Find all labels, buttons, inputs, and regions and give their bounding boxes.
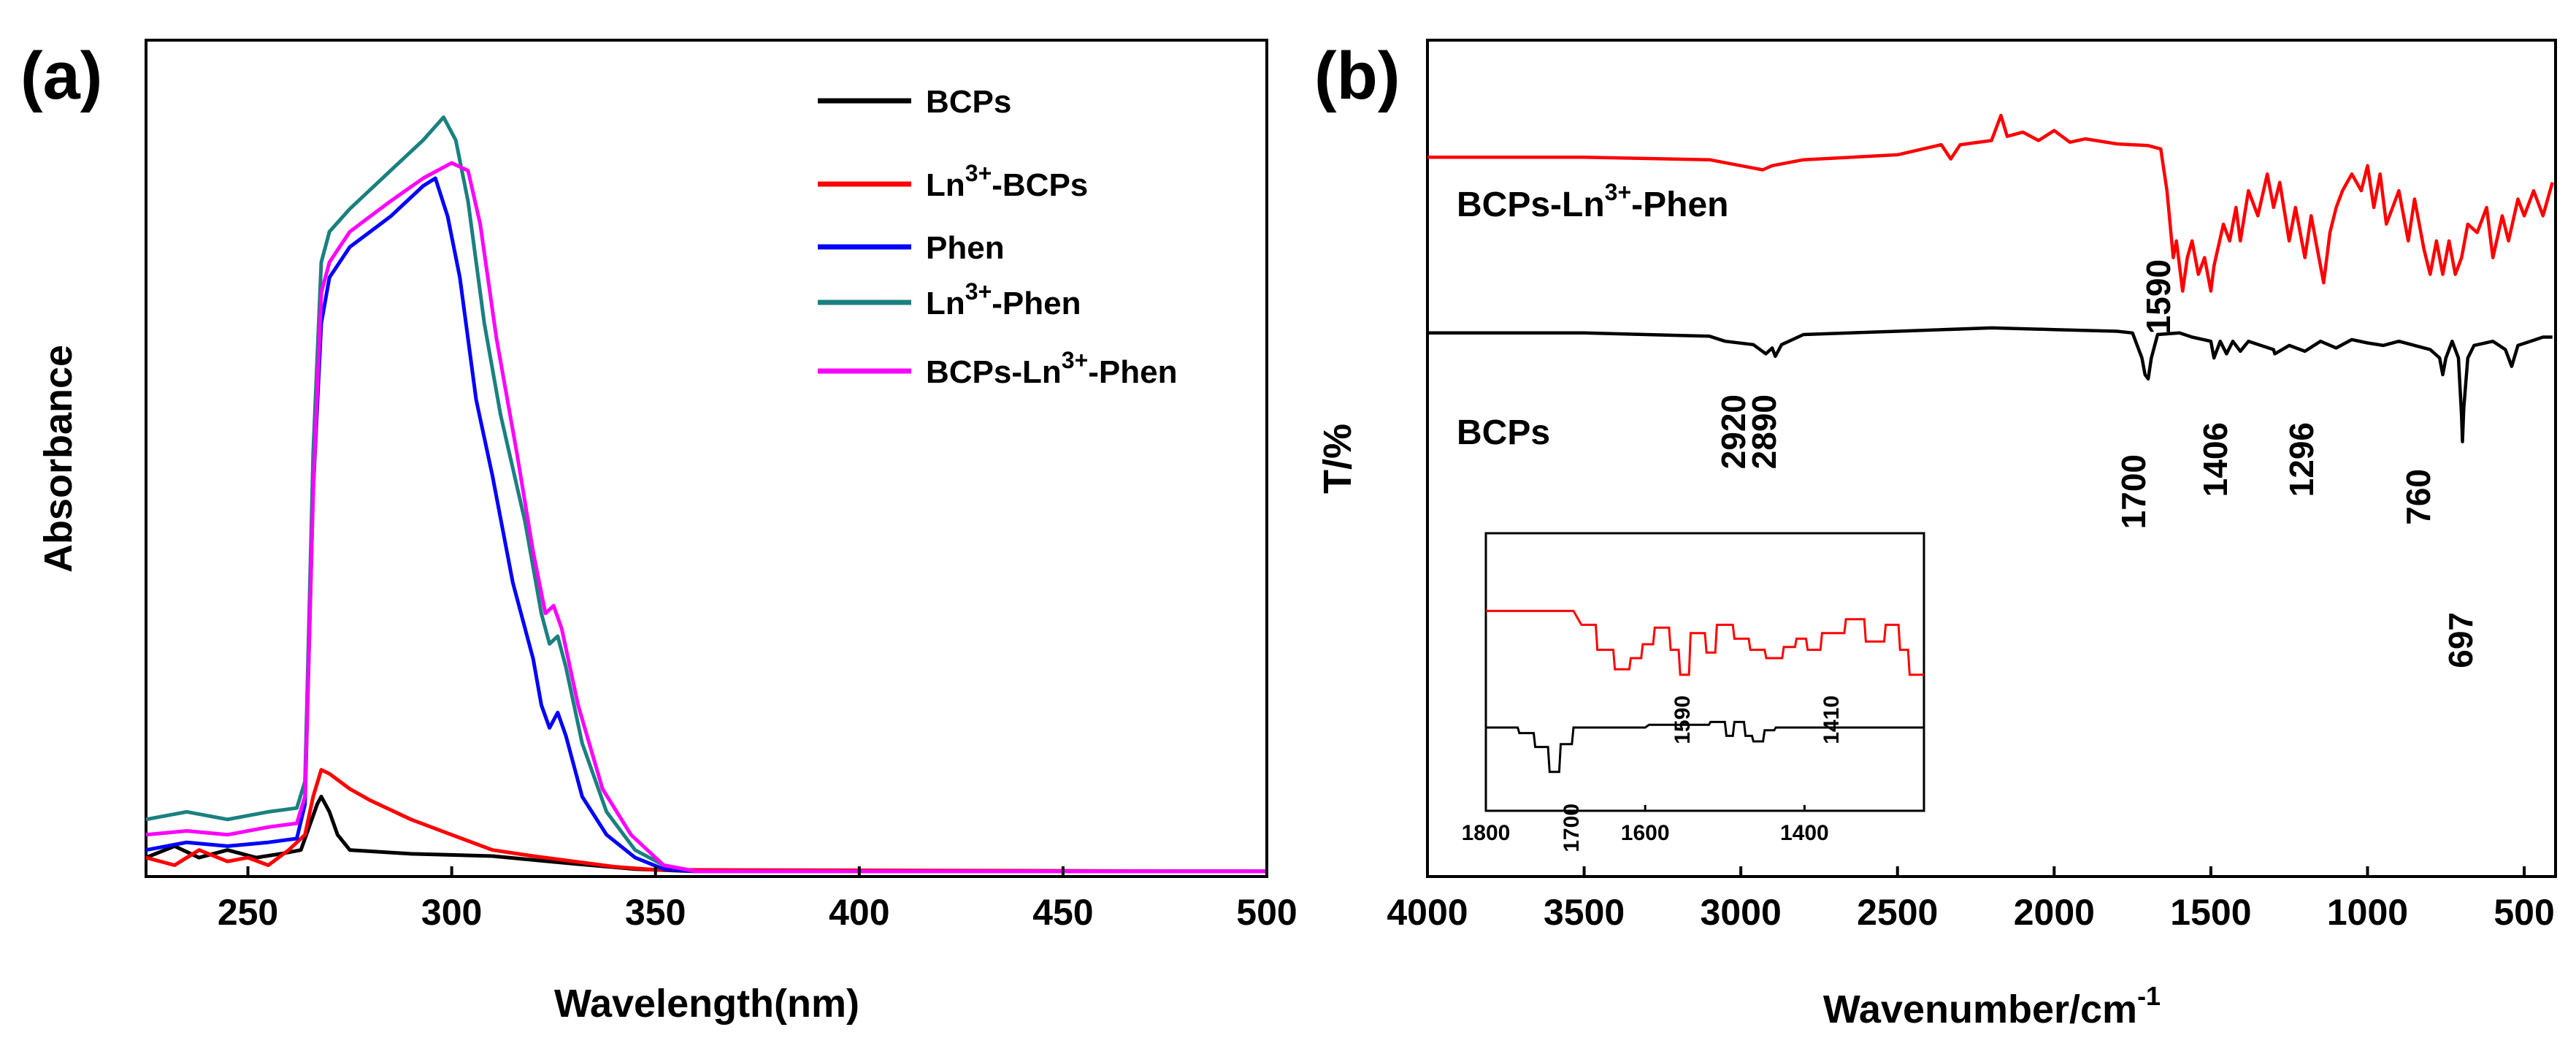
legend-label-bcps-ln-phen: BCPs-Ln3+-Phen	[926, 347, 1178, 390]
legend-item-phen: Phen	[818, 230, 1005, 266]
panel-b: (b) 4000 3500 3000 2500 2000 1500 1000 500 Wave…	[1314, 39, 2557, 1031]
inset-x-tick-label-1400: 1400	[1780, 821, 1829, 845]
inset-line-bcps-ln3-phen	[1486, 609, 1924, 676]
curve-label-bcps: BCPs	[1457, 413, 1550, 452]
b-x-tick-label-1500: 1500	[2170, 892, 2251, 933]
inset-x-tick-label-1800: 1800	[1462, 821, 1511, 845]
panel-b-frame	[1426, 39, 2557, 878]
panel-b-y-axis-title: T/%	[1316, 424, 1360, 494]
inset-frame	[1484, 532, 1925, 812]
peak-label-2920: 2920	[1714, 394, 1752, 469]
peak-label-760: 760	[2399, 469, 2437, 525]
panel-a-frame	[145, 39, 1268, 878]
panel-a-x-ticks: 250 300 350 400 450 500	[218, 866, 1297, 933]
legend-item-bcps-ln-phen: BCPs-Ln3+-Phen	[818, 347, 1178, 390]
b-x-tick-label-4000: 4000	[1387, 892, 1468, 933]
peak-label-1700: 1700	[2115, 454, 2153, 529]
legend-item-ln-bcps: Ln3+-BCPs	[818, 160, 1088, 203]
inset-peak-label-1700: 1700	[1560, 803, 1584, 852]
series-line-phen	[145, 176, 1267, 874]
panel-b-label: (b)	[1314, 39, 1400, 113]
legend-label-bcps: BCPs	[926, 84, 1011, 120]
x-tick-label-350: 350	[625, 892, 686, 933]
inset-peak-label-1590: 1590	[1671, 695, 1695, 744]
inset-line-bcps	[1486, 720, 1924, 774]
b-x-tick-label-500: 500	[2493, 892, 2554, 933]
series-line-ln3-bcps	[145, 768, 1268, 874]
panel-b-curves	[1427, 113, 2554, 443]
series-line-ln3-phen	[145, 115, 1267, 874]
inset-peak-label-1410: 1410	[1820, 695, 1844, 744]
legend-item-bcps: BCPs	[818, 84, 1011, 120]
x-tick-label-500: 500	[1236, 892, 1297, 933]
panel-a-curves	[145, 115, 1268, 874]
x-tick-label-400: 400	[829, 892, 889, 933]
peak-label-2890: 2890	[1745, 394, 1783, 469]
peak-label-1590: 1590	[2139, 259, 2177, 334]
x-tick-label-450: 450	[1032, 892, 1093, 933]
legend-label-phen: Phen	[926, 230, 1005, 266]
panel-a-label: (a)	[20, 39, 102, 113]
b-x-tick-label-3500: 3500	[1544, 892, 1625, 933]
b-x-tick-label-2000: 2000	[2014, 892, 2095, 933]
panel-a: (a) 250 300 350 400 450 500 Wavelength(nm) Ab…	[20, 39, 1297, 1026]
panel-b-peak-labels: 2920 2890 1700 1406 1296 760 697 1590	[1714, 259, 2480, 668]
series-line-bcps	[145, 795, 1267, 874]
peak-label-1406: 1406	[2196, 422, 2234, 497]
b-x-tick-label-1000: 1000	[2327, 892, 2408, 933]
peak-label-697: 697	[2442, 612, 2480, 668]
b-x-tick-label-3000: 3000	[1701, 892, 1782, 933]
inset-x-ticks: 1800 1600 1400	[1462, 805, 1829, 845]
legend-label-ln-phen: Ln3+-Phen	[926, 278, 1081, 321]
inset-x-tick-label-1600: 1600	[1621, 821, 1670, 845]
panel-b-x-ticks: 4000 3500 3000 2500 2000 1500 1000 500	[1387, 866, 2555, 933]
panel-b-x-axis-title: Wavenumber/cm-1	[1823, 981, 2161, 1031]
inset-curves	[1486, 609, 1924, 774]
ir-line-bcps	[1427, 326, 2553, 443]
b-x-tick-label-2500: 2500	[1857, 892, 1938, 933]
x-tick-label-250: 250	[218, 892, 278, 933]
peak-label-1296: 1296	[2282, 422, 2320, 497]
ir-line-bcps-ln3-phen	[1427, 113, 2554, 293]
curve-label-bcps-ln-phen: BCPs-Ln3+-Phen	[1457, 179, 1729, 224]
legend-item-ln-phen: Ln3+-Phen	[818, 278, 1081, 321]
panel-a-legend: BCPs Ln3+-BCPs Phen Ln3+-Phen BCPs-Ln3+-…	[818, 84, 1178, 390]
panel-a-y-axis-title: Absorbance	[37, 345, 80, 573]
panel-a-x-axis-title: Wavelength(nm)	[554, 982, 859, 1026]
panel-b-inset: 1800 1600 1400 1590 1410 1700	[1462, 532, 1925, 852]
x-tick-label-300: 300	[421, 892, 482, 933]
legend-label-ln-bcps: Ln3+-BCPs	[926, 160, 1088, 203]
series-line-bcps-ln3-phen	[145, 161, 1267, 874]
